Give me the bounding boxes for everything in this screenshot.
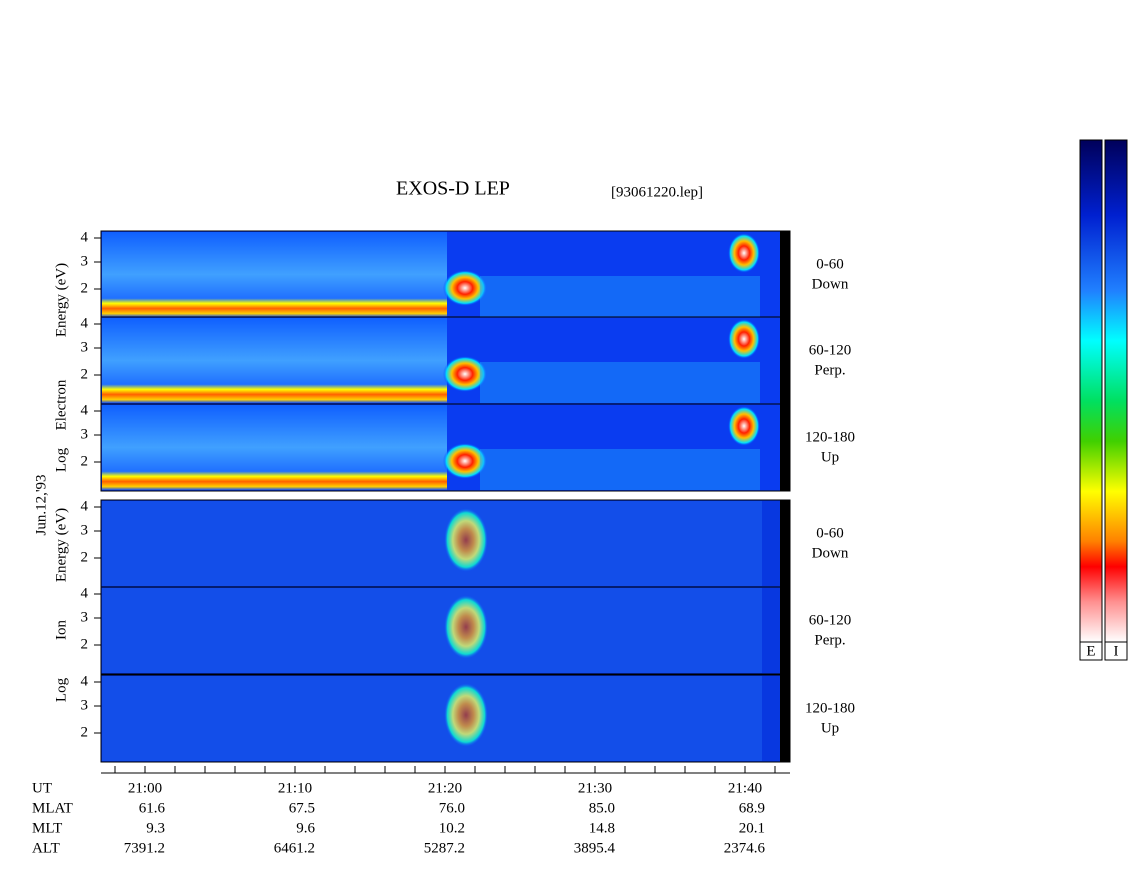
panel-label: 0-60 <box>816 256 844 272</box>
y-tick-label: 3 <box>81 339 89 355</box>
axis-label: Ion <box>53 620 69 640</box>
y-tick-label: 3 <box>81 697 89 713</box>
row-name: UT <box>32 780 52 796</box>
data-gap <box>780 675 790 762</box>
date: Jun.12,'93 <box>33 474 49 535</box>
colorbar-box <box>1104 641 1128 661</box>
row-name: ALT <box>32 840 60 856</box>
row-value: 85.0 <box>589 800 615 816</box>
spectrum-region <box>102 232 447 317</box>
time-tick-label: 21:40 <box>728 780 762 796</box>
row-value: 9.6 <box>296 820 315 836</box>
row-name: MLAT <box>32 800 73 816</box>
spectrum-blob <box>728 319 760 359</box>
row-value: 76.0 <box>439 800 465 816</box>
y-tick-label: 3 <box>81 522 89 538</box>
row-value: 5287.2 <box>424 840 465 856</box>
panel-label: Perp. <box>814 362 845 378</box>
row-value: 2374.6 <box>724 840 766 856</box>
row-value: 6461.2 <box>274 840 315 856</box>
panel-label: 120-180 <box>805 429 855 445</box>
spectrum-region <box>480 362 760 403</box>
row-value: 3895.4 <box>574 840 616 856</box>
y-tick-label: 4 <box>81 585 89 601</box>
y-tick-label: 2 <box>81 366 89 382</box>
y-tick-label: 4 <box>81 402 89 418</box>
panel-label: 60-120 <box>809 342 852 358</box>
title: EXOS-D LEP <box>396 178 510 200</box>
spectrum-region <box>102 405 447 490</box>
y-tick-label: 4 <box>81 498 89 514</box>
spectrum-blob <box>443 443 487 479</box>
row-value: 9.3 <box>146 820 165 836</box>
spectrum-region <box>102 588 762 673</box>
row-value: 20.1 <box>739 820 765 836</box>
colorbar-box <box>1079 641 1103 661</box>
axis-label: Energy (eV) <box>53 508 69 582</box>
data-gap <box>780 500 790 587</box>
data-gap <box>780 317 790 404</box>
colorbar <box>1104 139 1128 643</box>
time-tick-label: 21:00 <box>128 780 162 796</box>
y-tick-label: 2 <box>81 724 89 740</box>
spectrum-region <box>480 276 760 317</box>
spectrum-blob <box>444 508 488 572</box>
spectrum-blob <box>444 595 488 659</box>
y-tick-label: 4 <box>81 229 89 245</box>
spectrum-region <box>480 449 760 490</box>
row-value: 7391.2 <box>124 840 165 856</box>
row-value: 61.6 <box>139 800 166 816</box>
y-tick-label: 2 <box>81 636 89 652</box>
row-value: 67.5 <box>289 800 315 816</box>
spectrum-blob <box>728 233 760 273</box>
y-tick-label: 2 <box>81 453 89 469</box>
spectrum-region <box>102 318 447 403</box>
time-tick-label: 21:20 <box>428 780 462 796</box>
colorbar-label: I <box>1114 643 1119 659</box>
row-value: 68.9 <box>739 800 765 816</box>
y-tick-label: 3 <box>81 609 89 625</box>
file-name: [93061220.lep] <box>611 184 703 200</box>
panel-label: Down <box>812 276 849 292</box>
spectrum-region <box>102 676 762 761</box>
axis-label: Log <box>53 677 69 702</box>
y-tick-label: 4 <box>81 315 89 331</box>
y-tick-label: 4 <box>81 673 89 689</box>
spectrum-region <box>102 501 762 586</box>
data-gap <box>780 231 790 318</box>
time-tick-label: 21:30 <box>578 780 612 796</box>
panel-label: Perp. <box>814 632 845 648</box>
axis-label: Log <box>53 447 69 472</box>
panel-label: Down <box>812 545 849 561</box>
data-gap <box>780 587 790 674</box>
y-tick-label: 3 <box>81 253 89 269</box>
spectrum-blob <box>443 356 487 392</box>
spectrum-blob <box>443 270 487 306</box>
panel-label: Up <box>821 449 839 465</box>
panel-label: 120-180 <box>805 700 855 716</box>
spectrum-blob <box>444 683 488 747</box>
axis-label: Electron <box>53 379 69 430</box>
axis-label: Energy (eV) <box>53 263 69 337</box>
colorbar-label: E <box>1086 643 1095 659</box>
row-value: 10.2 <box>439 820 465 836</box>
spectrum-blob <box>728 406 760 446</box>
y-tick-label: 2 <box>81 280 89 296</box>
spectrograms: 4 3 2 0-60 Down 4 3 2 60-120 Perp. 4 3 2 120-180 Up Log… <box>32 229 855 856</box>
panel-label: Up <box>821 720 839 736</box>
y-tick-label: 3 <box>81 426 89 442</box>
y-tick-label: 2 <box>81 549 89 565</box>
time-tick-label: 21:10 <box>278 780 312 796</box>
panel-label: 0-60 <box>816 525 844 541</box>
data-gap <box>780 404 790 491</box>
row-value: 14.8 <box>589 820 615 836</box>
colorbar <box>1079 139 1103 643</box>
row-name: MLT <box>32 820 62 836</box>
panel-label: 60-120 <box>809 612 852 628</box>
